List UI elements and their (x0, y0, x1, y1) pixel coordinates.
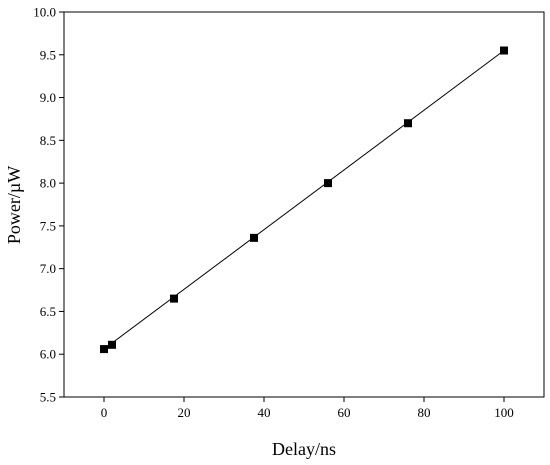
y-tick-label: 6.5 (40, 304, 56, 319)
data-point (170, 294, 178, 303)
y-axis-title: Power/µW (4, 166, 24, 244)
x-tick-label: 80 (418, 405, 431, 420)
x-tick-label: 60 (338, 405, 351, 420)
data-point (500, 46, 508, 55)
x-tick-label: 20 (178, 405, 191, 420)
data-point (250, 233, 258, 242)
data-point (100, 345, 108, 354)
y-tick-label: 7.0 (40, 261, 56, 276)
fit-line-group (103, 50, 505, 350)
x-axis-title: Delay/ns (272, 439, 336, 459)
data-point (108, 340, 116, 349)
plot-frame (63, 11, 545, 398)
data-point (404, 119, 412, 128)
x-tick-label: 40 (258, 405, 271, 420)
fit-line (103, 50, 505, 350)
y-tick-label: 8.0 (40, 176, 56, 191)
data-points (100, 46, 508, 354)
x-tick-label: 100 (494, 405, 514, 420)
y-tick-label: 8.5 (40, 133, 56, 148)
data-point (324, 179, 332, 188)
y-tick-label: 6.0 (40, 347, 56, 362)
y-tick-label: 10.0 (33, 5, 56, 20)
y-tick-label: 7.5 (40, 218, 56, 233)
y-tick-label: 5.5 (40, 390, 56, 405)
y-tick-label: 9.0 (40, 90, 56, 105)
x-axis-ticks: 0 20 40 60 80 100 (101, 397, 514, 420)
x-tick-label: 0 (101, 405, 108, 420)
y-tick-label: 9.5 (40, 47, 56, 62)
y-axis-ticks: 5.5 6.0 6.5 7.0 7.5 8.0 8.5 9.0 9.5 10.0 (33, 5, 64, 405)
